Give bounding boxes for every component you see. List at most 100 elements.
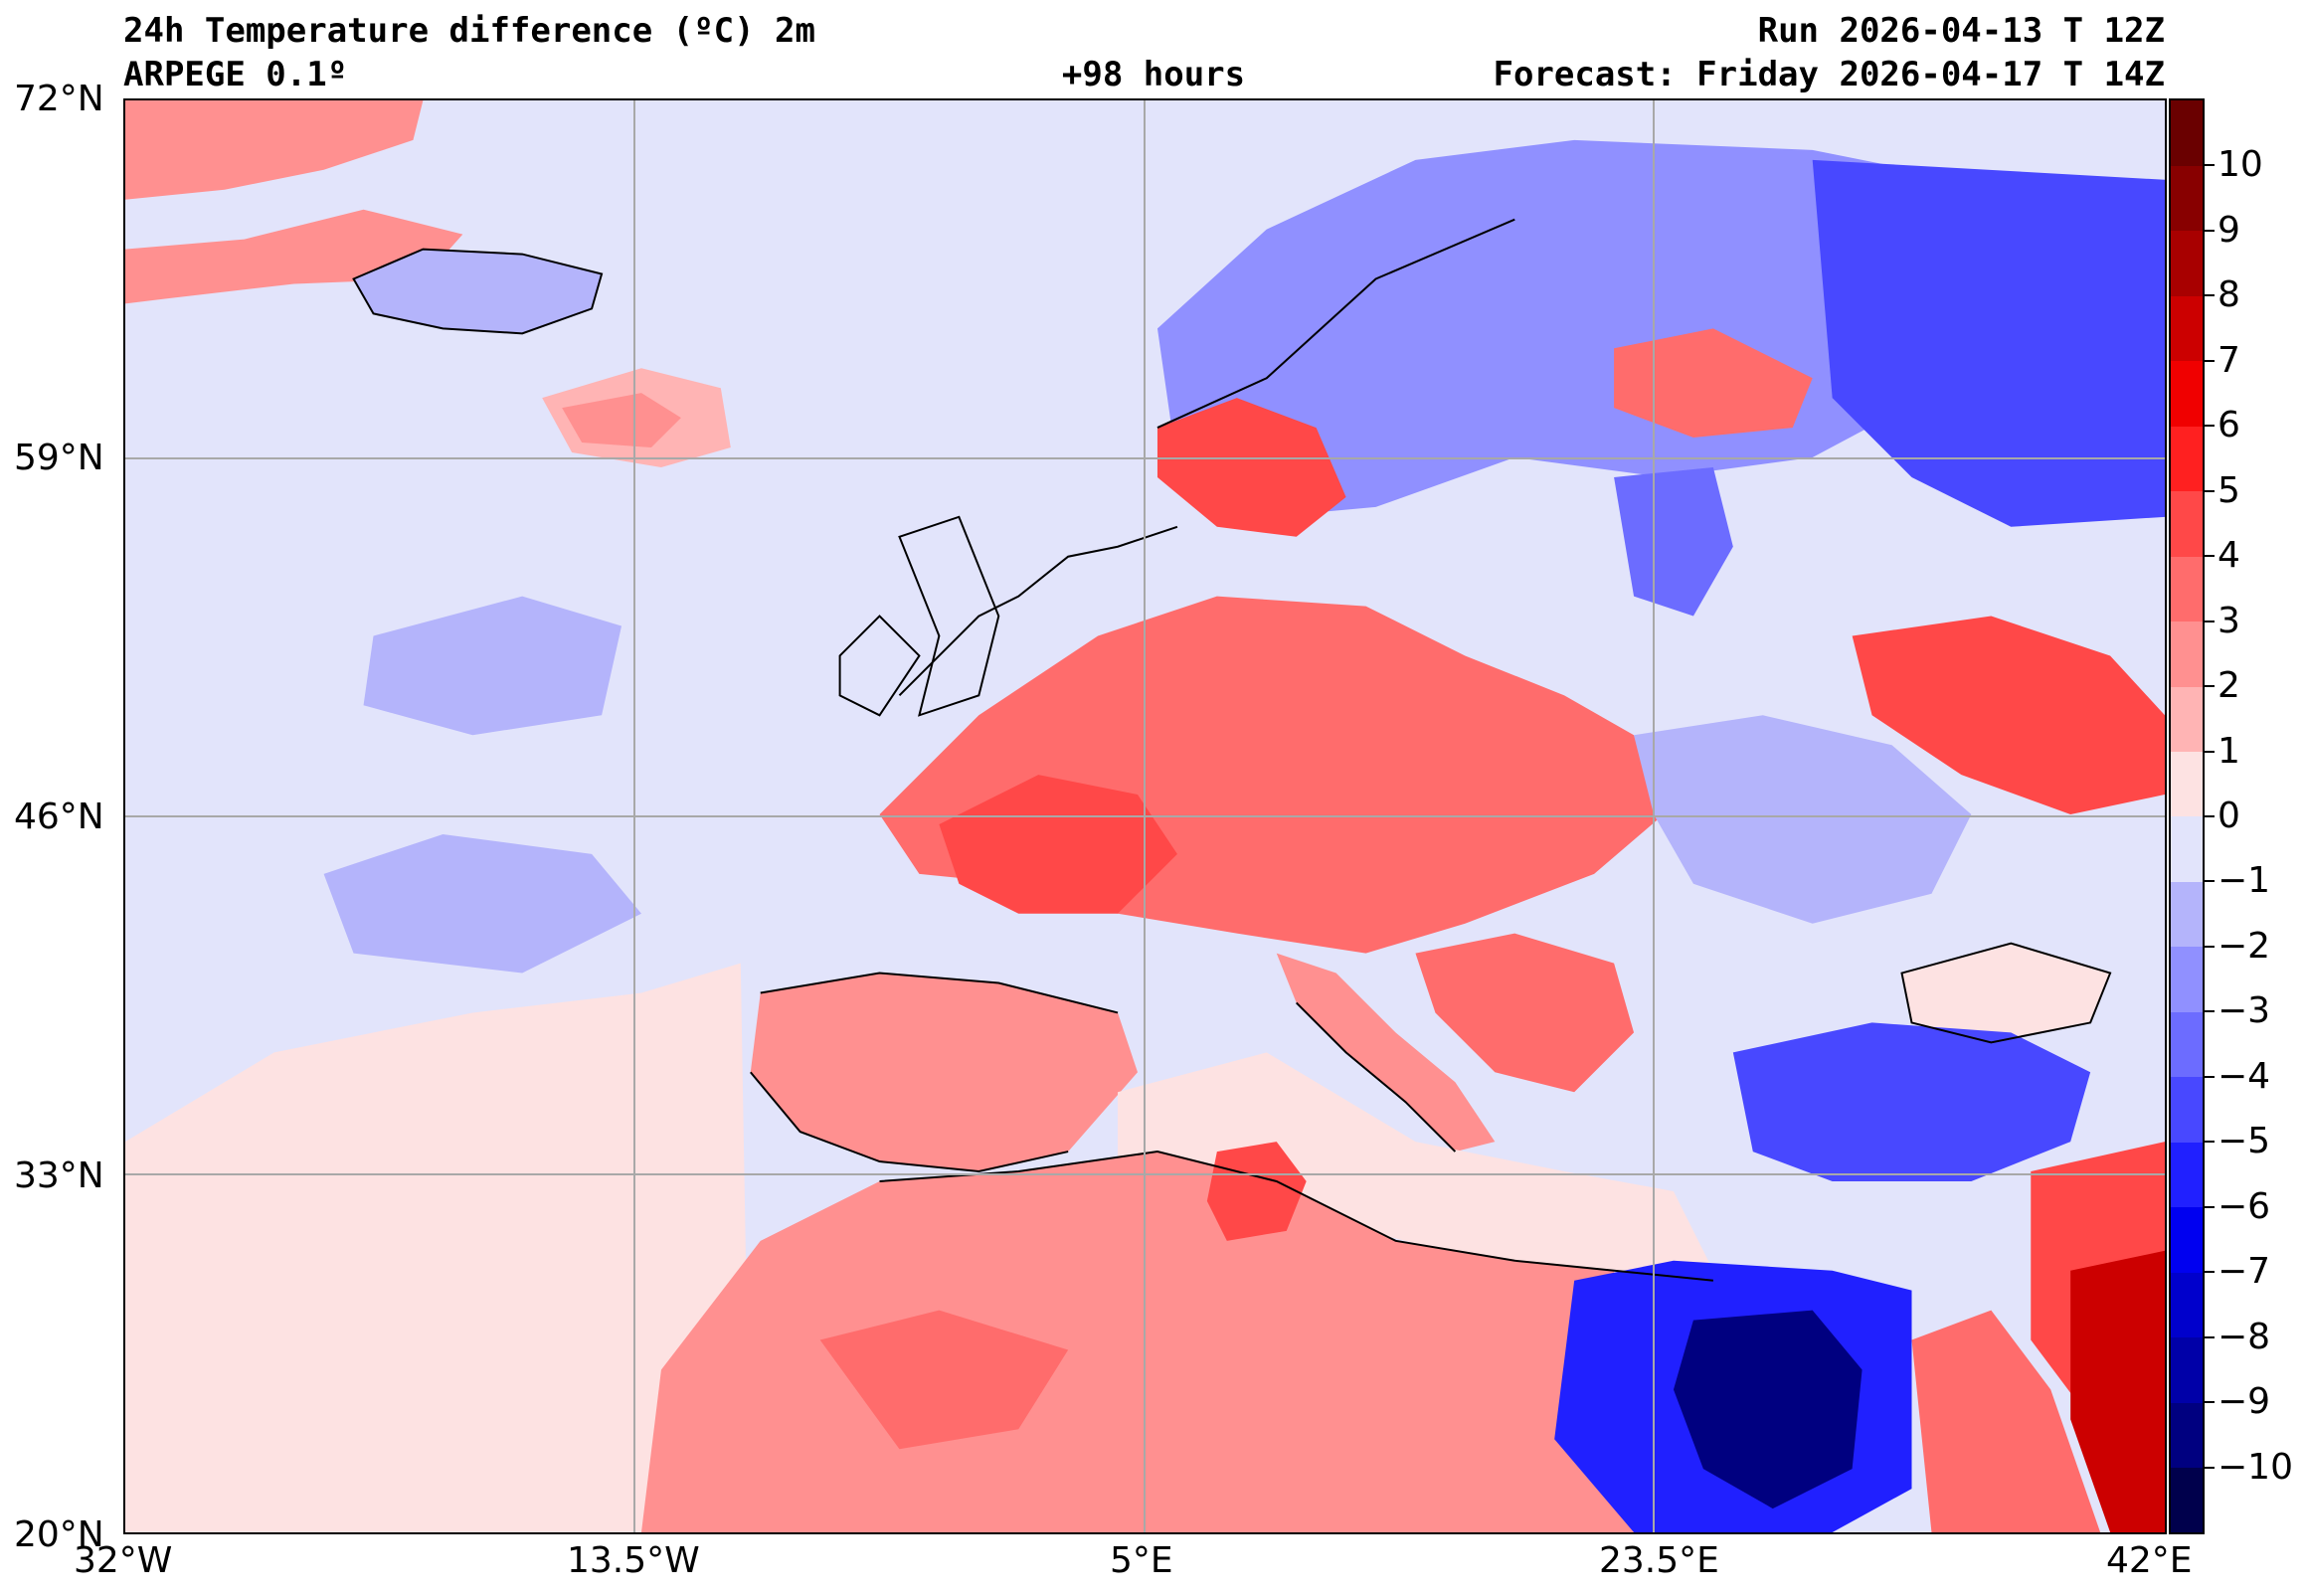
colorbar-segment [2171,621,2203,687]
norway-coast [1156,218,1515,429]
egypt-core-cold [1673,1310,1863,1509]
colorbar-tick [2205,164,2215,167]
colorbar-tick [2205,1466,2215,1469]
colorbar-tick-label: −4 [2218,1055,2271,1097]
lead-time-label: +98 hours [1061,55,1246,94]
forecast-label: Forecast: Friday 2026-04-17 T 14Z [1493,55,2165,94]
colorbar-tick [2205,1335,2215,1338]
north-africa-coast [879,1151,1713,1282]
colorbar-segment [2171,1076,2203,1143]
lat-label-33n: 33°N [14,1155,104,1196]
turkey-cool [1732,1022,2091,1181]
colorbar-segment [2171,1467,2203,1532]
red-sea-warm [1911,1310,2101,1532]
mediterranean-sea [1118,1052,1713,1281]
temperature-colorbar [2169,98,2205,1534]
italy-coast [1295,1001,1457,1153]
atlantic-warm-area-south [125,963,751,1532]
russia-south-warm [1852,616,2165,815]
colorbar-tick [2205,294,2215,297]
atlantic-warm-patch-2 [562,393,681,448]
black-sea [1901,943,2111,1043]
colorbar-tick [2205,1010,2215,1013]
colorbar-segment [2171,1206,2203,1273]
run-label: Run 2026-04-13 T 12Z [1757,11,2165,51]
colorbar-tick-label: −5 [2218,1121,2271,1162]
balkans-warm [1415,933,1635,1093]
colorbar-tick [2205,1075,2215,1078]
britain-coast [898,515,1000,717]
colorbar-tick [2205,1141,2215,1144]
iceland-land [353,249,603,334]
colorbar-tick-label: 8 [2218,274,2240,316]
colorbar-tick-label: −8 [2218,1316,2271,1357]
greenland-warm-area [125,100,424,200]
colorbar-tick [2205,750,2215,753]
lon-label-23.5e: 23.5°E [1599,1540,1719,1581]
atlantic-cool-patch-1 [363,596,622,736]
north-africa-warm [640,1152,1635,1532]
colorbar-segment [2171,1336,2203,1403]
colorbar-segment [2171,165,2203,232]
ukraine-cool [1634,715,1972,924]
colorbar-tick [2205,620,2215,622]
atlantic-cool-patch-2 [323,833,641,974]
colorbar-tick [2205,815,2215,817]
colorbar-segment [2171,490,2203,557]
lat-label-20n: 20°N [14,1514,104,1555]
colorbar-tick-label: −2 [2218,925,2271,967]
temperature-difference-map[interactable] [123,98,2167,1534]
colorbar-segment [2171,686,2203,753]
colorbar-segment [2171,1272,2203,1338]
iberia-warm [750,973,1139,1172]
iberia-south-coast [750,1071,1069,1173]
map-title: 24h Temperature difference (ºC) 2m [123,11,815,51]
colorbar-segment [2171,1142,2203,1208]
tunisia-warm [1206,1142,1307,1241]
gridlines [125,100,2165,1532]
iceland-coast [352,248,604,335]
sahara-core-warm [819,1310,1069,1450]
colorbar-tick-label: 6 [2218,405,2240,446]
norway-warm [1156,398,1346,537]
colorbar-tick-label: 1 [2218,730,2240,772]
colorbar-segment [2171,360,2203,427]
lat-label-46n: 46°N [14,797,104,837]
colorbar-tick-label: −7 [2218,1251,2271,1293]
lon-label-42e: 42°E [2106,1540,2193,1581]
biscay-coast [760,972,1119,1014]
colorbar-tick-label: −1 [2218,860,2271,902]
colorbar-tick [2205,1205,2215,1208]
france-core-warm [939,775,1177,914]
colorbar-segment [2171,426,2203,492]
colorbar-segment [2171,751,2203,817]
map-canvas [125,100,2165,1532]
colorbar-tick [2205,1271,2215,1274]
ireland-coast [838,615,921,717]
colorbar-segment [2171,556,2203,622]
colorbar-segment [2171,100,2203,166]
colorbar-segment [2171,295,2203,362]
colorbar-segment [2171,816,2203,882]
colorbar-segment [2171,881,2203,948]
italy-warm [1276,953,1496,1153]
colorbar-tick [2205,555,2215,558]
arabia-warm [2070,1250,2165,1532]
colorbar-segment [2171,946,2203,1012]
colorbar-tick-label: 3 [2218,600,2240,641]
colorbar-tick [2205,489,2215,492]
colorbar-tick-label: −6 [2218,1185,2271,1227]
colorbar-tick-label: −9 [2218,1381,2271,1423]
colorbar-tick-label: 5 [2218,469,2240,511]
lat-label-59n: 59°N [14,438,104,478]
colorbar-tick [2205,945,2215,948]
lon-label-32w: 32°W [74,1540,173,1581]
black-sea-coast [1900,942,2112,1044]
model-label: ARPEGE 0.1º [123,55,348,94]
colorbar-tick [2205,425,2215,428]
baltic-states-cool [1614,466,1733,617]
colorbar-segment [2171,1402,2203,1469]
colorbar-segment [2171,230,2203,296]
russia-cool [1812,159,2165,527]
lon-label-13.5w: 13.5°W [567,1540,700,1581]
